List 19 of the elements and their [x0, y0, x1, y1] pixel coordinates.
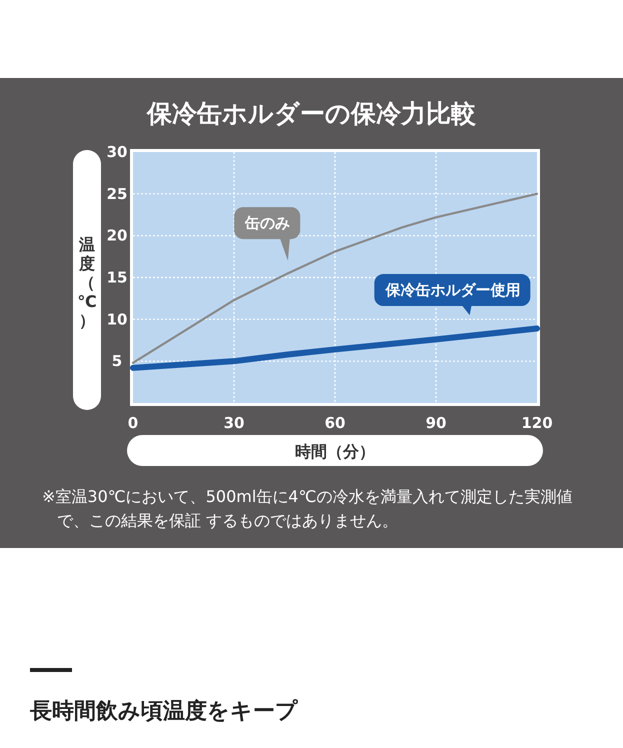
text: 保冷缶ホルダー使用 [384, 281, 520, 300]
y-tick-label: 10 [106, 310, 128, 328]
text: 缶のみ [244, 214, 290, 232]
y-tick-label: 20 [106, 226, 128, 245]
y-tick-label: 30 [106, 143, 128, 161]
x-axis-title: 時間（分） [295, 442, 375, 461]
line-series [132, 192, 538, 364]
x-tick-label: 30 [224, 414, 244, 432]
x-tick-label: 0 [128, 414, 138, 432]
chart-title: 保冷缶ホルダーの保冷力比較 [146, 99, 477, 128]
y-tick-label: 5 [112, 352, 122, 370]
text: ※室温30℃において、500ml缶に4℃の冷水を満量入れて測定した実測値で、この結果を保証 するものではありません。 [42, 487, 572, 530]
text: 長時間飲み頃温度をキープ [29, 698, 298, 724]
y-tick-label: 15 [106, 268, 128, 286]
y-tick-label: 25 [106, 184, 128, 203]
x-tick-label: 90 [426, 414, 446, 432]
x-tick-label: 120 [521, 414, 553, 432]
y-axis-title: 温度（℃） [77, 235, 97, 330]
x-tick-label: 60 [324, 414, 346, 432]
